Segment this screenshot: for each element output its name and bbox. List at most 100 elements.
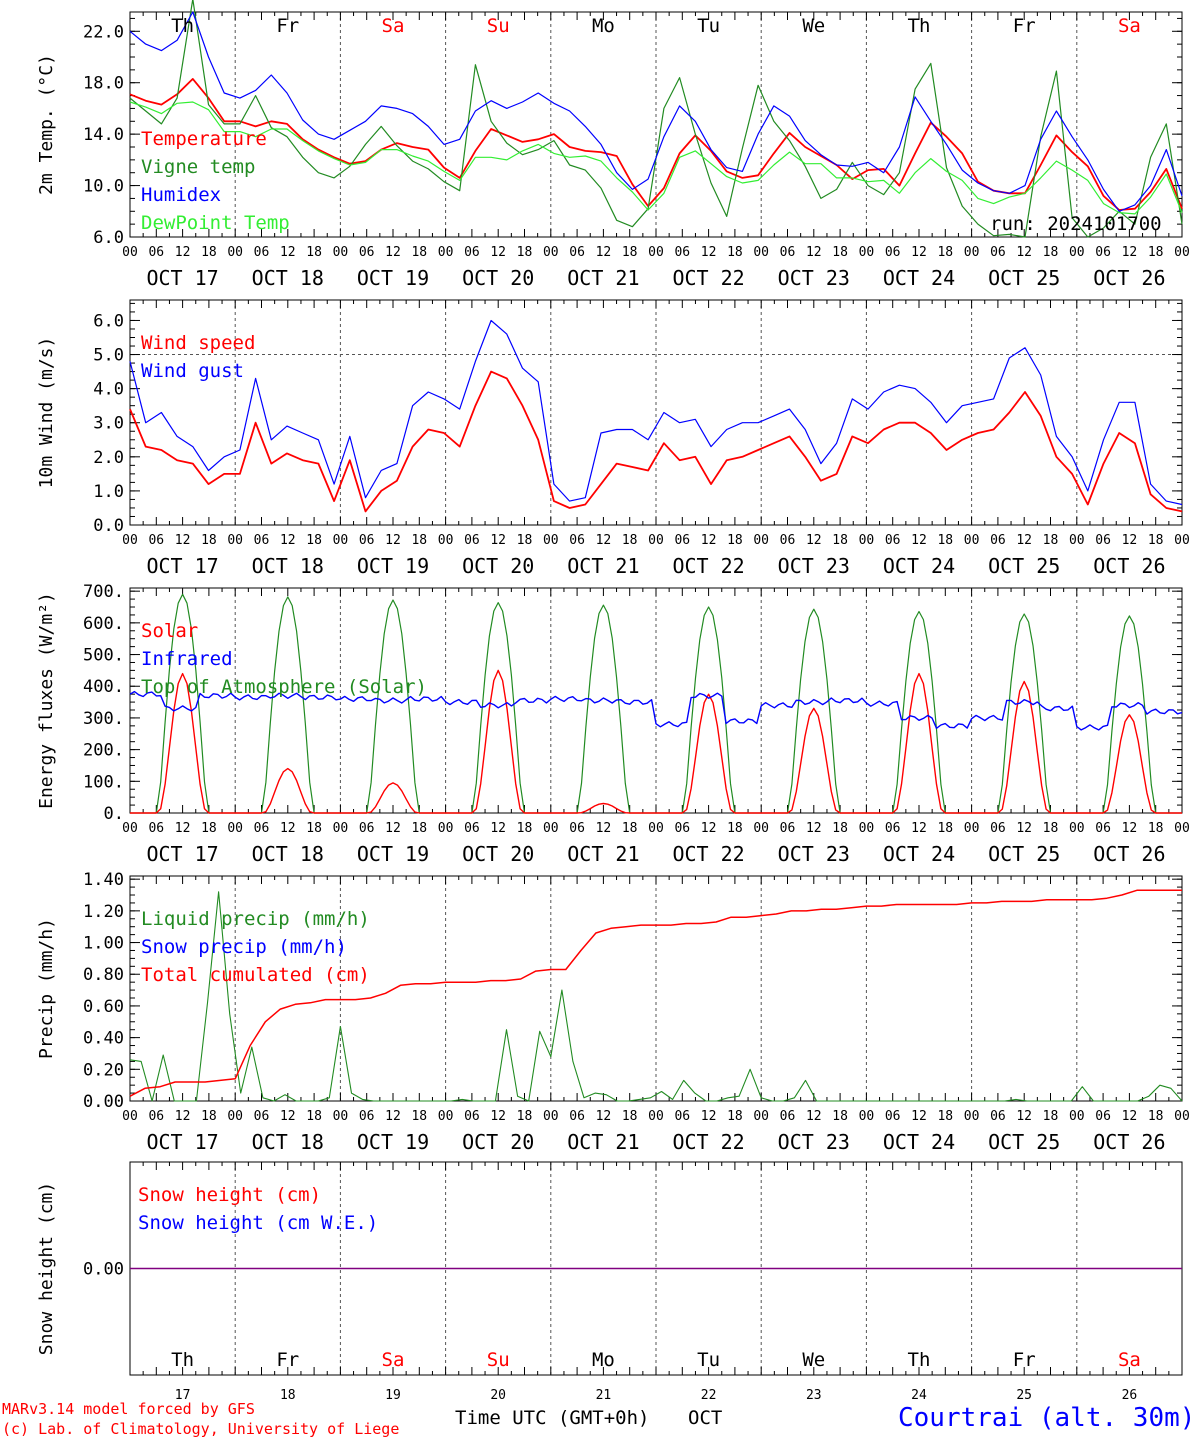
hour-tick-label: 12 [596,245,612,260]
y-axis-label: Precip (mm/h) [36,918,57,1059]
hour-tick-label: 06 [254,533,270,548]
hour-tick-label: 18 [517,1109,533,1124]
y-axis-label: Snow height (cm) [36,1182,57,1355]
hour-tick-label: 06 [148,821,164,836]
hour-tick-label: 12 [701,1109,717,1124]
legend-label: Total cumulated (cm) [141,964,370,986]
hour-tick-label: 18 [937,821,953,836]
hour-tick-label: 00 [753,1109,769,1124]
hour-tick-label: 12 [701,245,717,260]
y-tick-label: 6.0 [93,228,124,248]
hour-tick-label: 18 [201,821,217,836]
date-label: OCT 17 [146,1130,218,1154]
day-of-week-label: Su [487,15,510,37]
hour-tick-label: 12 [490,245,506,260]
hour-tick-label: 06 [359,1109,375,1124]
date-label: OCT 24 [883,554,955,578]
hour-tick-label: 18 [201,533,217,548]
hour-tick-label: 06 [148,533,164,548]
hour-tick-label: 00 [648,245,664,260]
hour-tick-label: 00 [438,245,454,260]
y-tick-label: 2.0 [93,448,124,468]
hour-tick-label: 06 [359,821,375,836]
hour-tick-label: 00 [1069,533,1085,548]
hour-tick-label: 06 [780,1109,796,1124]
legend-label: Snow precip (mm/h) [141,936,347,958]
hour-tick-label: 18 [411,533,427,548]
hour-tick-label: 00 [333,245,349,260]
day-number-label: 26 [1122,1388,1138,1403]
hour-tick-label: 12 [596,821,612,836]
y-tick-label: 0. [104,804,124,824]
day-number-label: 23 [806,1388,822,1403]
date-label: OCT 23 [778,1130,850,1154]
legend-label: Top of Atmosphere (Solar) [141,676,427,698]
day-of-week-label: Tu [697,15,720,37]
date-label: OCT 24 [883,266,955,290]
hour-tick-label: 12 [1122,245,1138,260]
hour-tick-label: 00 [543,821,559,836]
hour-tick-label: 18 [306,245,322,260]
hour-tick-label: 00 [438,533,454,548]
date-label: OCT 24 [883,1130,955,1154]
hour-tick-label: 12 [596,1109,612,1124]
day-of-week-label: Fr [1013,15,1036,37]
hour-tick-label: 18 [1148,1109,1164,1124]
panel-frame [129,299,1183,526]
hour-tick-label: 00 [964,533,980,548]
y-tick-label: 4.0 [93,380,124,400]
hour-tick-label: 06 [148,1109,164,1124]
run-label: run: 2024101700 [990,213,1162,235]
hour-tick-label: 00 [1069,1109,1085,1124]
day-of-week-label: We [802,15,825,37]
hour-tick-label: 00 [438,1109,454,1124]
hour-tick-label: 18 [517,533,533,548]
hour-tick-label: 06 [569,533,585,548]
y-tick-label: 1.0 [93,482,124,502]
day-of-week-label: Tu [697,1349,720,1371]
date-label: OCT 18 [252,554,324,578]
hour-tick-label: 00 [648,821,664,836]
y-tick-label: 0.60 [83,997,124,1017]
hour-tick-label: 12 [490,533,506,548]
hour-tick-label: 00 [333,1109,349,1124]
y-axis-label: 10m Wind (m/s) [36,337,57,489]
hour-tick-label: 12 [280,245,296,260]
day-number-label: 21 [596,1388,612,1403]
hour-tick-label: 00 [227,533,243,548]
y-tick-label: 200. [83,741,124,761]
hour-tick-label: 06 [254,245,270,260]
day-of-week-label: Fr [276,1349,299,1371]
date-label: OCT 20 [462,554,534,578]
day-number-label: 24 [911,1388,927,1403]
hour-tick-label: 12 [701,821,717,836]
hour-tick-label: 18 [201,245,217,260]
hour-tick-label: 00 [859,533,875,548]
x-axis-title: Time UTC (GMT+0h) [455,1407,649,1429]
date-label: OCT 26 [1093,1130,1165,1154]
hour-tick-label: 00 [753,245,769,260]
hour-tick-label: 00 [1174,533,1190,548]
hour-tick-label: 18 [937,245,953,260]
hour-tick-label: 06 [464,245,480,260]
hour-tick-label: 00 [122,1109,138,1124]
date-label: OCT 25 [988,1130,1060,1154]
y-tick-label: 0.20 [83,1060,124,1080]
y-tick-label: 6.0 [93,311,124,331]
hour-tick-label: 00 [227,821,243,836]
hour-tick-label: 12 [175,245,191,260]
hour-tick-label: 00 [333,821,349,836]
y-tick-label: 22.0 [83,22,124,42]
hour-tick-label: 06 [569,1109,585,1124]
hour-tick-label: 12 [1016,533,1032,548]
y-tick-label: 1.00 [83,934,124,954]
hour-tick-label: 18 [832,245,848,260]
date-label: OCT 17 [146,266,218,290]
hour-tick-label: 18 [1043,533,1059,548]
legend-label: Infrared [141,648,233,670]
hour-tick-label: 12 [806,533,822,548]
hour-tick-label: 18 [622,245,638,260]
date-label: OCT 18 [252,1130,324,1154]
hour-tick-label: 00 [648,1109,664,1124]
hour-tick-label: 12 [490,821,506,836]
